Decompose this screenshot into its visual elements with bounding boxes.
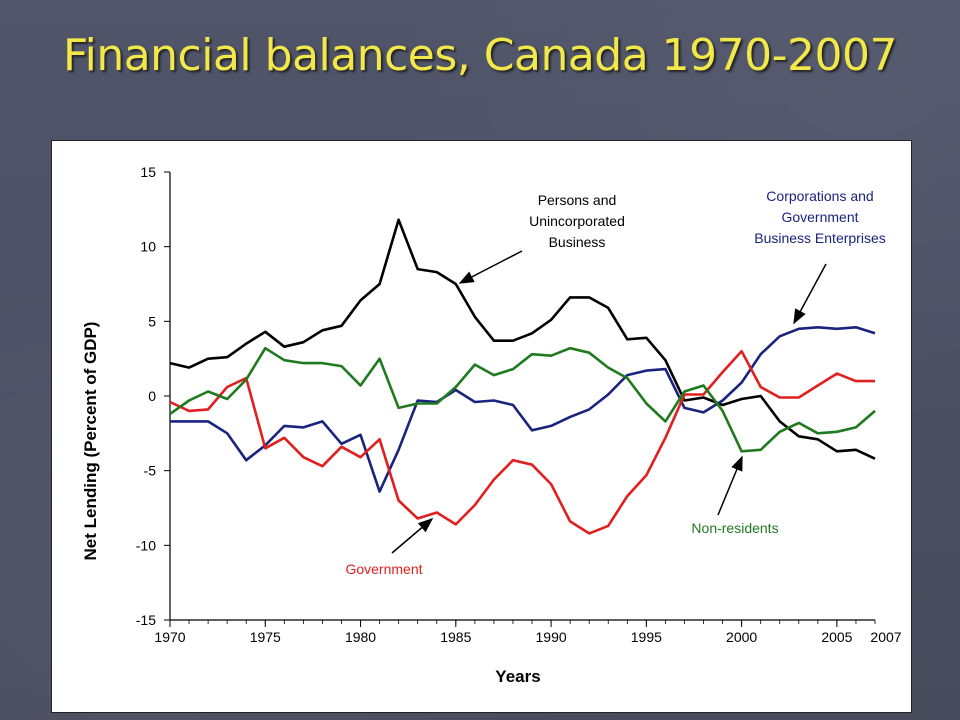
x-tick-label: 1990 bbox=[536, 629, 567, 645]
x-tick-label: 2005 bbox=[821, 629, 852, 645]
x-end-tick-label: 2007 bbox=[870, 629, 901, 645]
annotation-label: Unincorporated bbox=[529, 213, 625, 229]
x-tick-label: 2000 bbox=[726, 629, 757, 645]
slide-title: Financial balances, Canada 1970-2007 bbox=[62, 30, 898, 81]
x-tick-label: 1985 bbox=[440, 629, 471, 645]
series-layer bbox=[169, 218, 876, 535]
x-axis-title: Years bbox=[495, 667, 540, 686]
annotation-arrow bbox=[458, 250, 523, 284]
series-line bbox=[169, 346, 876, 453]
annotation-label: Government bbox=[781, 209, 858, 225]
y-tick-label: -15 bbox=[136, 612, 156, 628]
series-line bbox=[169, 349, 875, 535]
annotation-label: Non-residents bbox=[691, 520, 778, 536]
x-tick-label: 1995 bbox=[631, 629, 662, 645]
annotation-label: Government bbox=[345, 561, 422, 577]
x-tick-label: 1975 bbox=[250, 629, 281, 645]
series-line bbox=[170, 326, 876, 493]
y-tick-label: 15 bbox=[140, 164, 156, 180]
y-tick-label: -5 bbox=[144, 463, 157, 479]
chart-frame: 15 10 5 0 -5 -10 -15 1970 1975 1980 1985 1990 1995 20… bbox=[51, 140, 912, 713]
y-tick-label: -10 bbox=[136, 537, 156, 553]
x-tick-label: 1970 bbox=[154, 629, 185, 645]
annotation-arrow bbox=[717, 455, 743, 516]
annotation-label: Business Enterprises bbox=[754, 230, 886, 246]
annotation-label: Persons and bbox=[538, 192, 617, 208]
annotation-label: Business bbox=[549, 234, 606, 250]
annotation-label: Corporations and bbox=[766, 188, 873, 204]
annotation-arrow bbox=[391, 518, 434, 554]
annotation-arrow bbox=[793, 263, 827, 325]
y-tick-label: 5 bbox=[148, 313, 156, 329]
x-tick-label: 1980 bbox=[345, 629, 376, 645]
series-line bbox=[169, 218, 876, 460]
y-axis-title: Net Lending (Percent of GDP) bbox=[81, 322, 100, 561]
y-tick-label: 10 bbox=[140, 239, 156, 255]
annotations: Persons and Unincorporated Business Corpora… bbox=[345, 188, 885, 577]
y-tick-label: 0 bbox=[148, 388, 156, 404]
